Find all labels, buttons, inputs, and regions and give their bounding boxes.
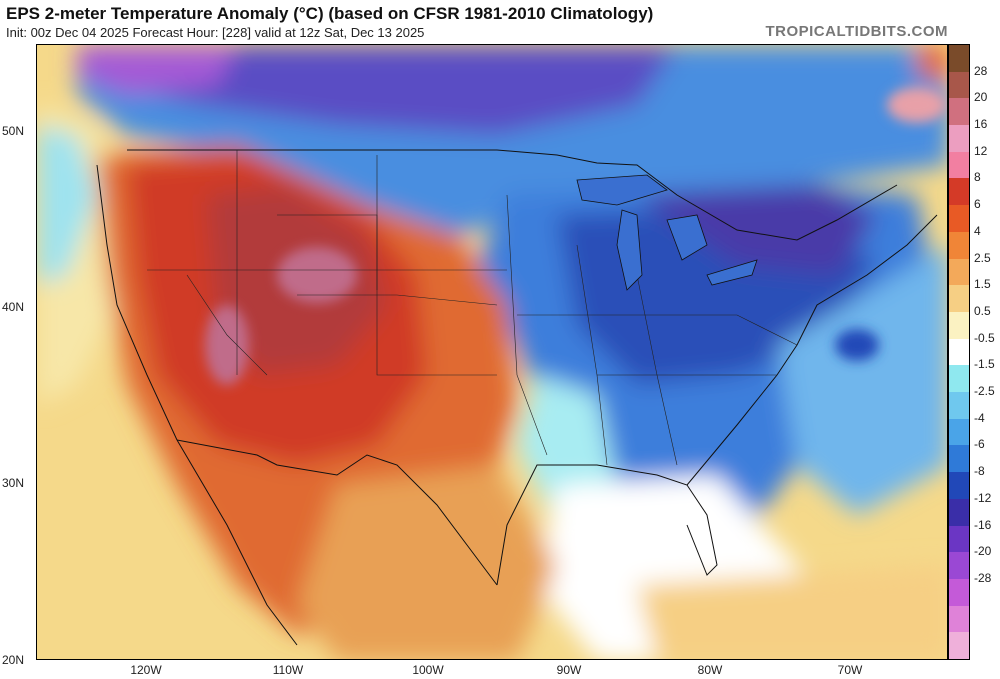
us-mexico-border bbox=[176, 439, 498, 586]
colorbar-swatch bbox=[949, 125, 969, 153]
chart-title: EPS 2-meter Temperature Anomaly (°C) (ba… bbox=[6, 4, 654, 23]
colorbar-label: 1.5 bbox=[974, 277, 991, 292]
colorbar-label: -1.5 bbox=[974, 357, 995, 372]
colorado-pink-patch bbox=[277, 247, 357, 303]
state-line-7 bbox=[506, 194, 548, 456]
lake-erie bbox=[706, 259, 758, 286]
colorbar bbox=[948, 44, 970, 660]
colorbar-label: 6 bbox=[974, 197, 981, 212]
lon-label-90w: 90W bbox=[556, 663, 582, 677]
great-lakes-purple-core bbox=[637, 185, 877, 275]
gulf-coast bbox=[496, 464, 718, 586]
northeast-warm-patch bbox=[917, 45, 947, 85]
colorbar-label: -0.5 bbox=[974, 330, 995, 345]
colorbar-swatch bbox=[949, 365, 969, 393]
lake-huron bbox=[666, 214, 708, 261]
colorbar-swatch bbox=[949, 578, 969, 607]
state-boundaries bbox=[147, 150, 798, 466]
colorbar-label: -6 bbox=[974, 437, 985, 452]
colorbar-label: 4 bbox=[974, 223, 981, 238]
colorbar-label: -16 bbox=[974, 517, 992, 532]
colorbar-swatch bbox=[949, 151, 969, 179]
colorbar-label: 0.5 bbox=[974, 303, 991, 318]
colorbar-label: -20 bbox=[974, 544, 992, 559]
colorbar-label: -4 bbox=[974, 410, 985, 425]
colorbar-swatch bbox=[949, 552, 969, 580]
colorbar-label: 20 bbox=[974, 90, 988, 105]
great-lakes bbox=[576, 174, 758, 291]
state-line-5 bbox=[376, 155, 497, 376]
lat-label-50n: 50N bbox=[2, 124, 25, 138]
atlantic-blue-band bbox=[777, 246, 947, 515]
colorbar-swatch bbox=[949, 231, 969, 260]
colorbar-swatch bbox=[949, 178, 969, 206]
colorbar-swatch bbox=[949, 311, 969, 340]
lake-superior bbox=[576, 174, 668, 206]
colorbar-label: 28 bbox=[974, 63, 988, 78]
lat-label-30n: 30N bbox=[2, 476, 25, 490]
lake-michigan bbox=[616, 209, 643, 291]
colorbar-swatch bbox=[949, 98, 969, 126]
colorbar-swatch bbox=[949, 285, 969, 313]
colorbar-swatch bbox=[949, 71, 969, 99]
lon-label-70w: 70W bbox=[837, 663, 863, 677]
colorbar-label: 8 bbox=[974, 170, 981, 185]
nevada-pink-patch bbox=[205, 305, 249, 385]
colorbar-swatch bbox=[949, 445, 969, 473]
colorbar-swatch bbox=[949, 525, 969, 553]
lon-label-110w: 110W bbox=[272, 663, 304, 677]
lat-label-20n: 20N bbox=[2, 653, 25, 667]
colorbar-label: 16 bbox=[974, 117, 988, 132]
colorbar-label: -12 bbox=[974, 490, 992, 505]
caribbean-warm-field bbox=[637, 565, 947, 659]
brand-watermark: TROPICALTIDBITS.COM bbox=[765, 23, 948, 40]
pacific-coast bbox=[96, 164, 178, 441]
mid-atlantic-cold-patch bbox=[835, 329, 879, 361]
atlantic-coast bbox=[686, 214, 938, 486]
colorbar-swatch bbox=[949, 392, 969, 420]
lon-label-100w: 100W bbox=[412, 663, 444, 677]
forecast-info: Init: 00z Dec 04 2025 Forecast Hour: [22… bbox=[6, 25, 425, 40]
colorbar-swatch bbox=[949, 258, 969, 286]
colorbar-swatch bbox=[949, 605, 969, 633]
lon-label-120w: 120W bbox=[130, 663, 162, 677]
colorbar-label: -8 bbox=[974, 464, 985, 479]
colorbar-swatch bbox=[949, 498, 969, 526]
colorbar-swatch bbox=[949, 45, 969, 73]
colorbar-label: -2.5 bbox=[974, 384, 995, 399]
anomaly-map-svg bbox=[37, 45, 947, 659]
atlantic-canada-pink-patch bbox=[887, 87, 947, 123]
mexico-warm-field bbox=[297, 465, 557, 659]
colorbar-label: 12 bbox=[974, 143, 988, 158]
nw-magenta-core bbox=[77, 45, 237, 95]
colorbar-label: 2.5 bbox=[974, 250, 991, 265]
colorbar-swatch bbox=[949, 472, 969, 500]
state-line-10 bbox=[517, 314, 798, 346]
state-line-6 bbox=[297, 294, 498, 306]
colorbar-swatch bbox=[949, 632, 969, 660]
canada-purple-core bbox=[97, 45, 677, 135]
lat-label-40n: 40N bbox=[2, 300, 25, 314]
us-canada-border-east bbox=[496, 149, 898, 241]
colorbar-label: -28 bbox=[974, 570, 992, 585]
political-boundaries bbox=[96, 149, 938, 646]
colorbar-swatch bbox=[949, 418, 969, 446]
anomaly-map bbox=[36, 44, 948, 660]
baja-coast bbox=[176, 439, 298, 646]
state-line-2 bbox=[186, 274, 268, 376]
lon-label-80w: 80W bbox=[697, 663, 723, 677]
colorbar-swatch bbox=[949, 338, 969, 366]
pacific-cyan-band bbox=[37, 125, 97, 285]
colorbar-swatch bbox=[949, 205, 969, 233]
